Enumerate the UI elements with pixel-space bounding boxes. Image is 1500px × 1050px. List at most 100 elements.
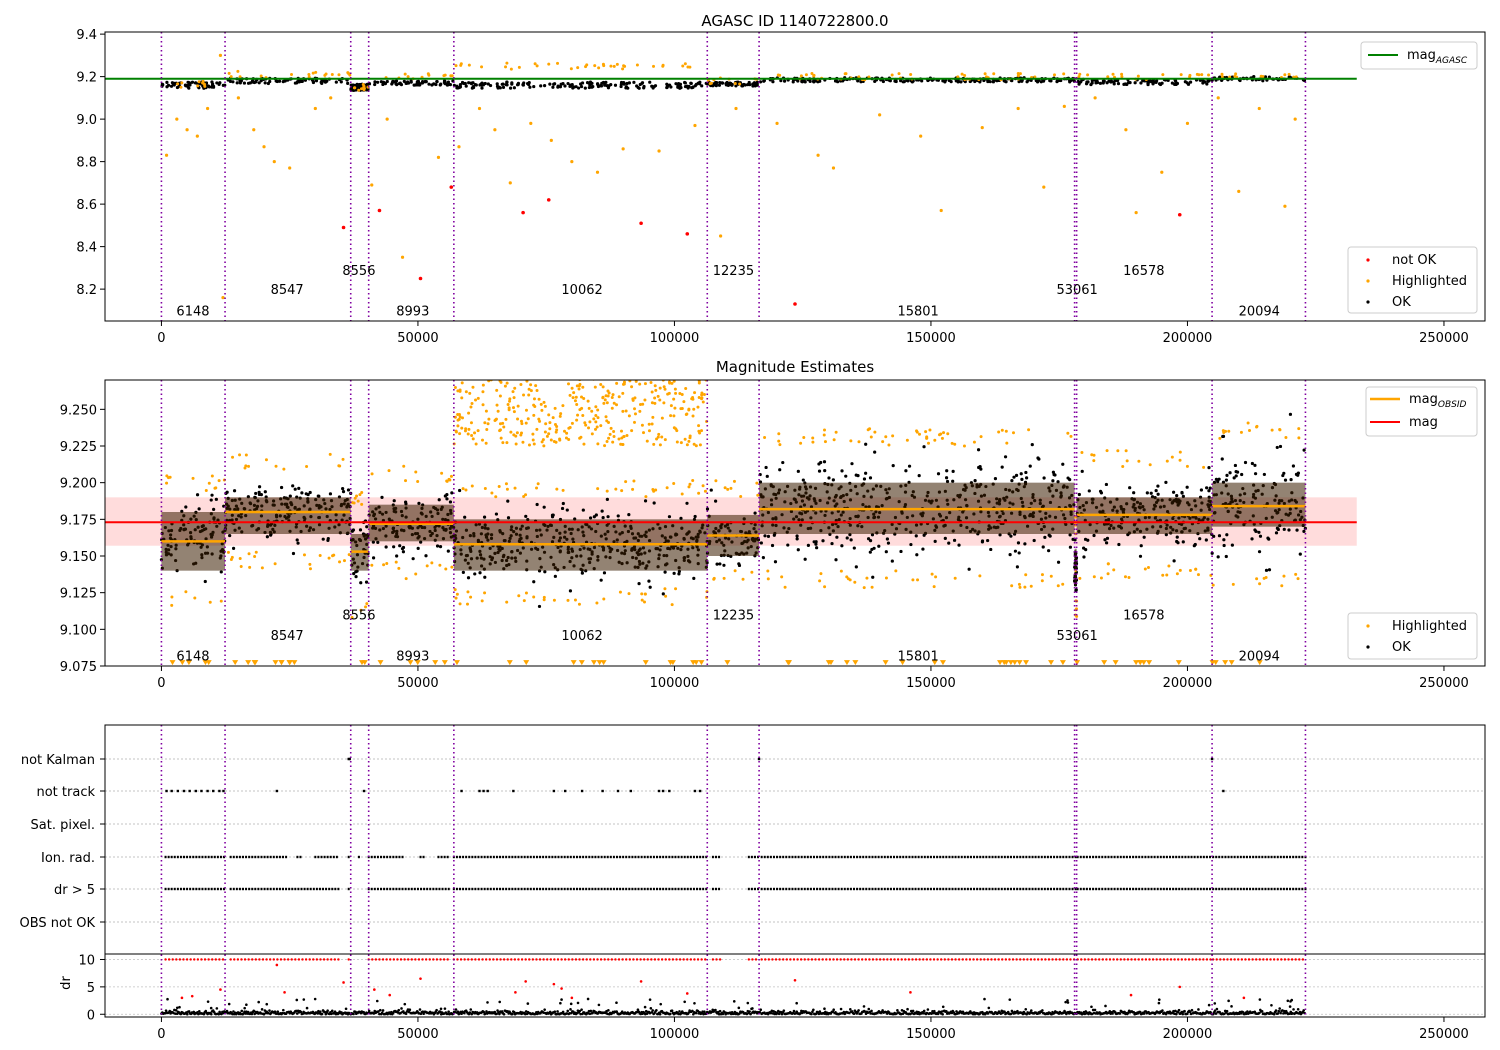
highlighted-point [414,572,418,576]
clipped-marker [698,660,705,666]
highlighted-point [1040,579,1044,583]
highlighted-point [394,560,398,564]
ok-point [1013,549,1018,553]
dr-capped-point [240,958,243,961]
ok-point [944,476,949,480]
ok-point [709,488,713,492]
dr-capped-point [406,958,410,961]
flag-marker [631,855,634,859]
ok-point [548,82,552,86]
highlighted-point [605,401,609,405]
dr-capped-point [1090,958,1094,961]
flag-marker [563,887,566,891]
flag-marker [505,855,508,859]
ok-point [1009,534,1013,538]
ok-point [580,571,584,575]
highlighted-point [466,590,470,594]
flag-marker [769,855,772,859]
highlighted-point [272,160,276,164]
highlighted-point [1262,576,1266,580]
highlighted-point [683,62,687,66]
highlighted-point [603,398,607,402]
highlighted-point [697,381,701,385]
ok-point [803,557,807,561]
flag-marker [936,887,939,891]
dr-capped-point [560,958,563,961]
highlighted-point [208,600,212,604]
dr-capped-point [950,958,954,961]
highlighted-point [524,493,528,497]
ok-point [951,469,955,473]
flag-marker [671,855,674,859]
ok-point [1217,477,1221,481]
dr-capped-point [1287,958,1290,961]
ok-point [1034,78,1038,83]
ok-point [1175,81,1180,86]
ok-point [692,576,696,580]
ok-point [840,544,844,548]
highlighted-point [691,478,695,482]
flag-marker [859,887,862,891]
highlighted-point [207,481,211,485]
highlighted-point [615,403,619,407]
flag-marker [554,855,557,859]
flag-marker [1132,887,1135,891]
highlighted-point [481,390,485,394]
ok-point [1176,541,1180,545]
highlighted-point [359,608,363,612]
highlighted-point [575,384,579,388]
ok-point [537,604,542,609]
ok-point [588,516,593,520]
ok-point [480,86,484,90]
ok-point [365,525,369,529]
dr-capped-point [578,958,581,961]
highlighted-point [385,561,389,565]
flag-marker [1199,887,1202,891]
flag-marker [643,887,646,891]
ok-point [1077,492,1081,497]
flag-marker [852,855,855,859]
ok-point [885,537,889,541]
highlighted-point [663,438,667,442]
highlighted-point [578,408,582,412]
highlighted-point [288,166,292,170]
flag-marker [905,887,908,891]
dr-capped-point [283,958,286,961]
clipped-marker [1175,660,1182,666]
dr-capped-point [488,958,491,961]
ok-point [568,83,573,87]
dr-capped-point [414,958,417,961]
flag-marker [435,887,438,891]
top-line-legend: magAGASC [1360,41,1478,70]
flag-marker [905,855,908,859]
highlighted-point [867,75,871,79]
flag-marker [874,887,877,891]
ok-point [464,84,468,88]
flag-marker [753,855,756,859]
highlighted-point [570,386,574,390]
flag-marker [552,789,556,793]
highlighted-point [799,74,803,78]
ok-point [811,79,816,83]
highlighted-point [687,439,691,443]
highlighted-point [252,128,256,132]
ok-point [907,464,912,468]
flag-marker [1082,855,1085,859]
flag-marker [539,887,542,891]
flag-marker [1270,855,1273,859]
flag-marker [782,855,785,859]
clipped-marker [1222,660,1229,666]
highlighted-point [543,430,547,434]
dr-capped-point [1254,958,1258,961]
flag-marker [1088,887,1091,891]
highlighted-point [607,420,611,424]
flag-marker [1009,887,1012,891]
highlighted-point [905,438,909,442]
flag-marker [495,887,498,891]
highlighted-point [466,432,470,436]
ok-point [606,86,611,90]
flag-marker [646,855,649,859]
highlighted-point [244,464,248,468]
highlighted-point [484,441,488,445]
highlighted-point [857,75,861,79]
